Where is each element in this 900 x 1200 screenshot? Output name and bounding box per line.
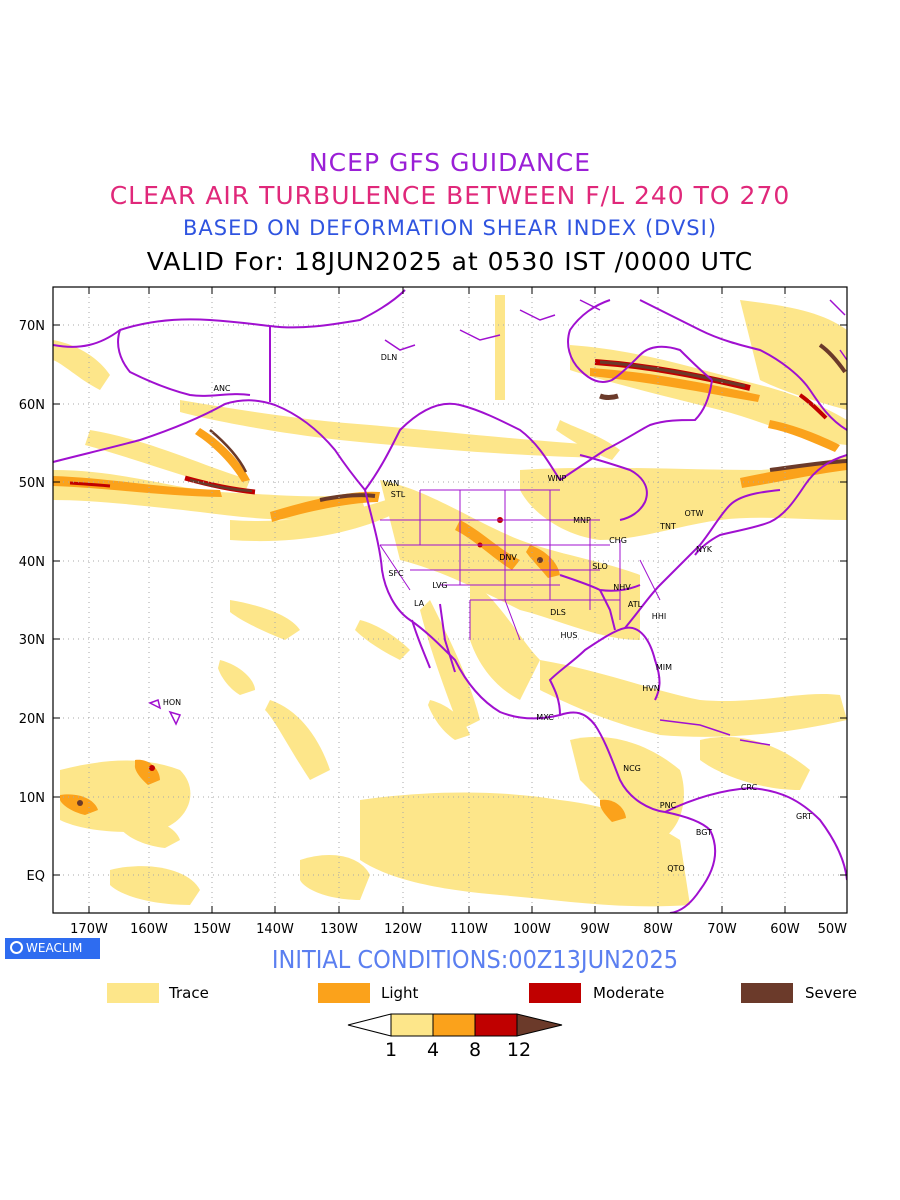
station-label: DLN (381, 353, 398, 362)
lon-label: 120W (384, 922, 422, 937)
map-frame (52, 286, 848, 914)
lon-label: 160W (130, 922, 168, 937)
light-regions (53, 368, 847, 822)
station-label: MIM (656, 663, 672, 672)
lat-label: 20N (19, 712, 45, 727)
colorbar-segment (390, 1013, 434, 1037)
colorbar-tick-label: 8 (468, 1039, 482, 1061)
station-label: MXC (536, 713, 554, 722)
lon-label: 150W (193, 922, 231, 937)
lon-label: 50W (818, 922, 848, 937)
longitude-labels: 170W 160W 150W 140W 130W 120W 110W 100W 90W 80W 70… (70, 922, 847, 937)
station-label: STL (391, 490, 406, 499)
lon-label: 100W (513, 922, 551, 937)
station-label: OTW (684, 509, 703, 518)
station-label: VAN (383, 479, 399, 488)
lat-label: 50N (19, 476, 45, 491)
product-title: NCEP GFS GUIDANCE (308, 148, 591, 177)
colorbar-segment (474, 1013, 518, 1037)
legend-label-severe: Severe (805, 984, 857, 1002)
lat-label: 40N (19, 555, 45, 570)
station-label: CRC (741, 783, 758, 792)
station-label: NCG (623, 764, 641, 773)
station-label: QTO (667, 864, 684, 873)
station-label: CHG (609, 536, 627, 545)
method-title: BASED ON DEFORMATION SHEAR INDEX (DVSI) (182, 216, 718, 240)
legend-label-light: Light (381, 984, 419, 1002)
legend-swatch-moderate (529, 983, 581, 1003)
map-area (53, 287, 847, 913)
station-label: SFC (388, 569, 404, 578)
station-label: GRT (796, 812, 812, 821)
colorbar-tick-label: 1 (384, 1039, 398, 1061)
colorbar-lower-arrow (347, 1013, 392, 1037)
logo-ring-icon (10, 941, 23, 954)
lon-label: 140W (256, 922, 294, 937)
lon-label: 70W (707, 922, 737, 937)
islands (148, 299, 847, 746)
station-label: NYK (696, 545, 713, 554)
lon-label: 130W (320, 922, 358, 937)
axis-ticks (53, 287, 848, 913)
legend-swatch-severe (741, 983, 793, 1003)
station-label: TNT (659, 522, 676, 531)
legend-swatch-light (318, 983, 370, 1003)
legend-swatch-trace (107, 983, 159, 1003)
state-boundaries (379, 489, 661, 641)
station-label: NHV (613, 583, 631, 592)
station-label: ATL (628, 600, 643, 609)
station-label: LVG (432, 581, 447, 590)
colorbar-tick-label: 4 (426, 1039, 440, 1061)
colorbar-segment (432, 1013, 476, 1037)
colorbar-tick-label: 12 (506, 1039, 532, 1061)
trace-regions (53, 295, 847, 907)
valid-time-title: VALID For: 18JUN2025 at 0530 IST /0000 U… (146, 247, 754, 276)
coastlines (53, 289, 847, 913)
station-label: HHI (652, 612, 666, 621)
lon-label: 110W (450, 922, 488, 937)
station-label: MNP (573, 516, 591, 525)
latitude-labels: 70N 60N 50N 40N 30N 20N 10N EQ (19, 319, 45, 884)
colorbar (347, 1013, 563, 1037)
station-label: WNP (548, 474, 567, 483)
station-label: DLS (550, 608, 566, 617)
legend-label-trace: Trace (169, 984, 209, 1002)
station-label: PNC (660, 801, 677, 810)
lon-label: 170W (70, 922, 108, 937)
lon-label: 90W (580, 922, 610, 937)
lat-label: 60N (19, 398, 45, 413)
parameter-title: CLEAR AIR TURBULENCE BETWEEN F/L 240 TO … (109, 181, 791, 210)
station-label: LA (414, 599, 425, 608)
station-label: HVN (642, 684, 659, 693)
lon-label: 80W (643, 922, 673, 937)
station-label: SLO (592, 562, 608, 571)
station-label: ANC (213, 384, 230, 393)
weaclim-logo: WEACLIM (5, 938, 100, 959)
station-label: HON (163, 698, 181, 707)
station-label: HUS (561, 631, 578, 640)
station-label: BGT (696, 828, 712, 837)
station-labels: DLN ANC VAN STL WNP MNP OTW TNT CHG NYK DNV SLO SFC L… (163, 353, 812, 873)
lat-label: 30N (19, 633, 45, 648)
legend-label-moderate: Moderate (593, 984, 665, 1002)
initial-conditions: INITIAL CONDITIONS:00Z13JUN2025 (271, 945, 679, 974)
lat-label: 70N (19, 319, 45, 334)
lat-label: EQ (27, 869, 45, 884)
lat-label: 10N (19, 791, 45, 806)
lon-label: 60W (770, 922, 800, 937)
station-label: DNV (499, 553, 517, 562)
colorbar-upper-arrow (516, 1013, 563, 1037)
